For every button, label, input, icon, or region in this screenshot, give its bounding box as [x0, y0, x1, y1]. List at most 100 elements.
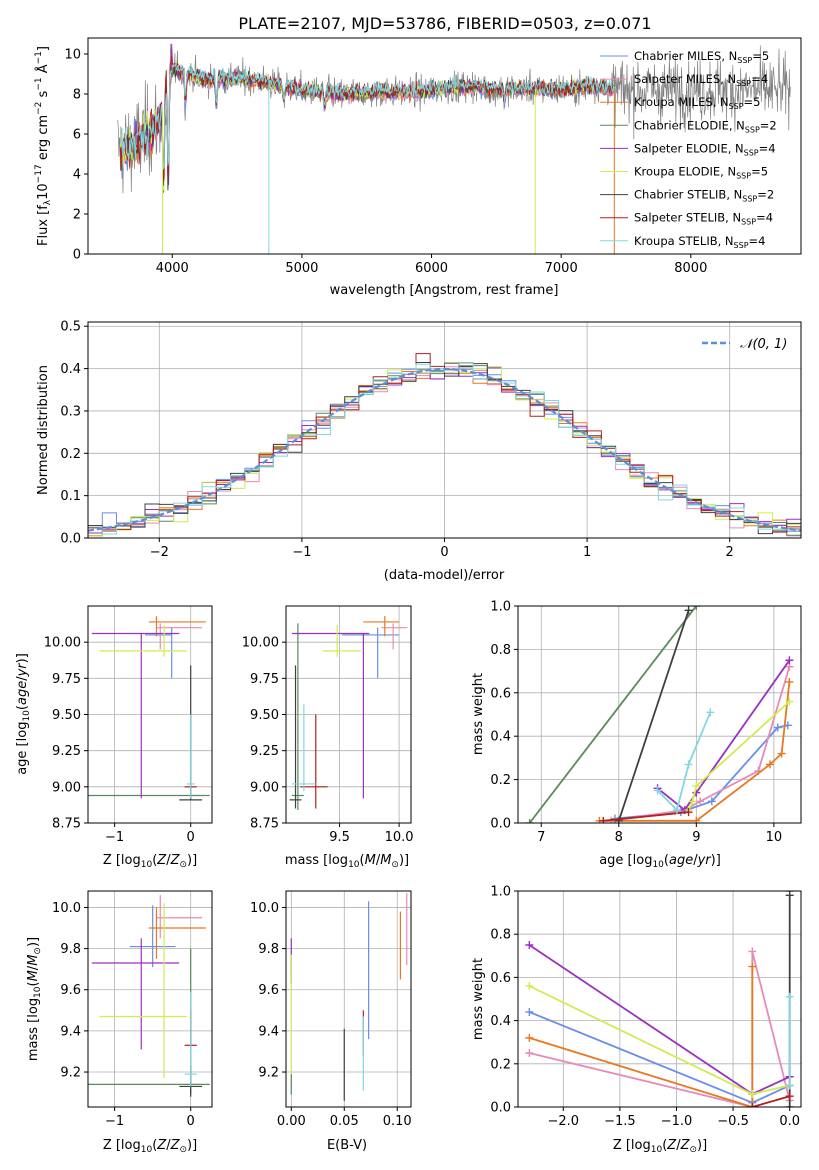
- mass-vs-ebv-panel: 0.00 0.05 0.10 9.2 9.4 9.6 9.8 10.0 E(B-V): [250, 890, 412, 1153]
- y-tick-label: 0.2: [490, 773, 511, 788]
- spectrum-ylabel: Flux [fλ10−17 erg cm−2 s−1 Å−1]: [34, 46, 53, 246]
- mass-weight-marker: [696, 797, 705, 806]
- mass-weight-line: [529, 951, 791, 1107]
- mass-z-ticks: −1 0 9.2 9.4 9.6 9.8 10.0: [52, 901, 195, 1129]
- mass-weight-marker: [765, 760, 774, 769]
- x-tick-label: 0.00: [277, 1114, 306, 1129]
- age-vs-mass-panel: 9.5 10.0 8.75 9.00 9.25 9.50 9.75 10.00 mass [l…: [242, 605, 414, 870]
- weight-vs-z-panel: −2.0 −1.5 −1.0 −0.5 0.0 0.0 0.2 0.4 0.6 0.8 1.0 Z …: [471, 885, 802, 1155]
- mass-weight-marker: [785, 1092, 794, 1101]
- y-tick-label: 9.4: [60, 1024, 81, 1039]
- y-tick-label: 9.50: [52, 708, 81, 723]
- age-mass-errorbars: [289, 616, 408, 810]
- weight-age-xlabel: age [log10(age/yr)]: [599, 853, 721, 870]
- mass-ebv-xlabel: E(B-V): [327, 1138, 367, 1153]
- x-tick-label: 5000: [285, 261, 318, 276]
- residual-xlabel: (data-model)/error: [384, 568, 505, 583]
- weight-z-xlabel: Z [log10(Z/Z⊙)]: [613, 1138, 707, 1155]
- x-tick-label: 7: [537, 830, 545, 845]
- mass-weight-marker: [525, 1049, 534, 1057]
- mass-weight-marker: [785, 697, 794, 706]
- mass-weight-marker: [748, 1103, 757, 1107]
- mass-weight-marker: [692, 816, 701, 823]
- mass-z-grid: [88, 891, 212, 1107]
- y-tick-label: 10.00: [44, 636, 81, 651]
- mass-weight-marker: [785, 1103, 794, 1107]
- x-tick-label: 0: [187, 1114, 195, 1129]
- age-mass-ticks: 9.5 10.0 8.75 9.00 9.25 9.50 9.75 10.00: [242, 636, 414, 845]
- normal-curve-legend-label: 𝒩(0, 1): [740, 337, 787, 352]
- residual-frame: [87, 321, 802, 539]
- normal-reference-curve: [88, 367, 801, 532]
- mass-weight-line: [752, 1095, 790, 1107]
- mass-weight-marker: [707, 797, 716, 806]
- x-tick-label: 10.0: [385, 830, 414, 845]
- mass-weight-line: [687, 700, 791, 811]
- age-z-xlabel: Z [log10(Z/Z⊙)]: [103, 853, 197, 870]
- y-tick-label: 9.6: [258, 983, 279, 998]
- y-tick-label: 0.4: [490, 1014, 511, 1029]
- age-z-grid: [88, 606, 212, 824]
- x-tick-label: 8000: [674, 261, 707, 276]
- x-tick-label: −1: [292, 545, 311, 560]
- y-tick-label: 9.00: [52, 780, 81, 795]
- weight-age-ticks: 7 8 9 10 0.0 0.2 0.4 0.6 0.8 1.0: [490, 600, 782, 846]
- y-tick-label: 9.6: [60, 983, 81, 998]
- mass-weight-marker: [785, 677, 794, 686]
- weight-z-frame: [517, 890, 802, 1108]
- y-tick-label: 4: [73, 168, 81, 183]
- x-tick-label: 2: [726, 545, 734, 560]
- x-tick-label: 4000: [156, 261, 189, 276]
- y-tick-label: 8.75: [52, 817, 81, 832]
- x-tick-label: 0: [440, 545, 448, 560]
- y-tick-label: 0.6: [490, 971, 511, 986]
- mass-weight-line: [529, 966, 754, 1107]
- y-tick-label: 9.8: [60, 942, 81, 957]
- weight-age-lines: [525, 606, 794, 823]
- mass-weight-marker: [525, 941, 534, 949]
- legend-label: Chabrier ELODIE, NSSP=2: [634, 118, 777, 134]
- age-z-frame: [87, 605, 213, 824]
- y-tick-label: 9.50: [250, 708, 279, 723]
- x-tick-label: −0.5: [717, 1114, 749, 1129]
- legend-label: Salpeter ELODIE, NSSP=4: [634, 141, 776, 157]
- x-tick-label: 0.10: [383, 1114, 412, 1129]
- age-mass-grid: [286, 606, 411, 824]
- mass-weight-marker: [692, 782, 701, 791]
- y-tick-label: 8: [73, 88, 81, 103]
- mass-weight-marker: [785, 891, 794, 900]
- weight-vs-age-panel: 7 8 9 10 0.0 0.2 0.4 0.6 0.8 1.0 age [log10(age/y…: [471, 600, 802, 870]
- y-tick-label: 9.25: [250, 744, 279, 759]
- mass-weight-line: [617, 610, 690, 822]
- y-tick-label: 9.2: [60, 1066, 81, 1081]
- mass-weight-marker: [614, 816, 623, 823]
- y-tick-label: 0.0: [60, 532, 81, 547]
- x-tick-label: −1: [105, 1114, 124, 1129]
- figure-title: PLATE=2107, MJD=53786, FIBERID=0503, z=0…: [238, 14, 651, 33]
- x-tick-label: −1.0: [661, 1114, 693, 1129]
- age-z-errorbars: [88, 616, 210, 801]
- x-tick-label: −1: [105, 830, 124, 845]
- y-tick-label: 0.0: [490, 817, 511, 832]
- y-tick-label: 0.0: [490, 1101, 511, 1116]
- y-tick-label: 0.8: [490, 643, 511, 658]
- mass-weight-line: [614, 724, 788, 820]
- y-tick-label: 9.4: [258, 1024, 279, 1039]
- mass-z-frame: [87, 890, 213, 1108]
- residual-panel: −2 −1 0 1 2 0.0 0.1 0.2 0.3 0.4 0.5 (data-model)/e…: [36, 320, 802, 583]
- y-tick-label: 0.3: [60, 404, 81, 419]
- y-tick-label: 9.25: [52, 744, 81, 759]
- y-tick-label: 10.0: [52, 901, 81, 916]
- y-tick-label: 6: [73, 128, 81, 143]
- y-tick-label: 0.5: [60, 320, 81, 335]
- residual-legend: 𝒩(0, 1): [702, 337, 787, 352]
- age-vs-z-panel: −1 0 8.75 9.00 9.25 9.50 9.75 10.00 Z [log10(Z/…: [15, 605, 213, 870]
- residual-histograms: [88, 353, 801, 537]
- spectrum-xlabel: wavelength [Angstrom, rest frame]: [330, 283, 559, 298]
- mass-weight-line: [528, 1011, 791, 1104]
- mass-weight-marker: [688, 797, 697, 806]
- mass-weight-marker: [599, 816, 608, 823]
- y-tick-label: 9.75: [250, 672, 279, 687]
- model-spectrum-line: [119, 43, 616, 186]
- mass-weight-marker: [653, 786, 662, 795]
